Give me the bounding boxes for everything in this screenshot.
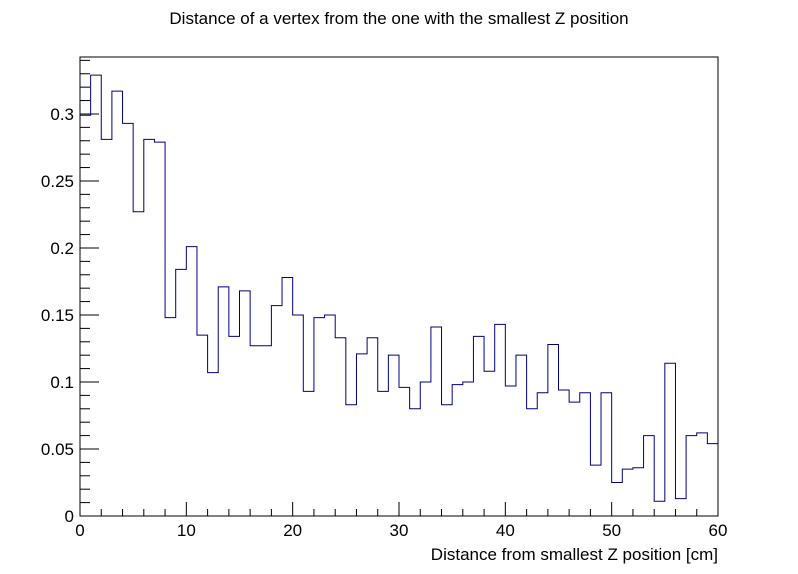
- x-tick-label: 20: [283, 521, 302, 540]
- x-tick-label: 60: [709, 521, 728, 540]
- x-tick-label: 30: [390, 521, 409, 540]
- y-tick-label: 0.25: [41, 172, 74, 191]
- y-tick-label: 0.3: [50, 105, 74, 124]
- y-tick-label: 0.05: [41, 440, 74, 459]
- histogram-line: [80, 74, 718, 502]
- x-tick-label: 50: [602, 521, 621, 540]
- y-tick-label: 0.15: [41, 306, 74, 325]
- y-tick-label: 0: [65, 507, 74, 526]
- chart-title: Distance of a vertex from the one with t…: [169, 9, 628, 28]
- y-tick-label: 0.2: [50, 239, 74, 258]
- y-axis: 0 0.05 0.1 0.15 0.2 0.25 0.3: [41, 59, 99, 526]
- x-axis-title: Distance from smallest Z position [cm]: [431, 545, 718, 564]
- x-tick-label: 10: [177, 521, 196, 540]
- x-tick-label: 40: [496, 521, 515, 540]
- x-tick-label: 0: [75, 521, 84, 540]
- x-axis: 0 10 20 30 40 50 60: [75, 502, 727, 540]
- y-tick-label: 0.1: [50, 373, 74, 392]
